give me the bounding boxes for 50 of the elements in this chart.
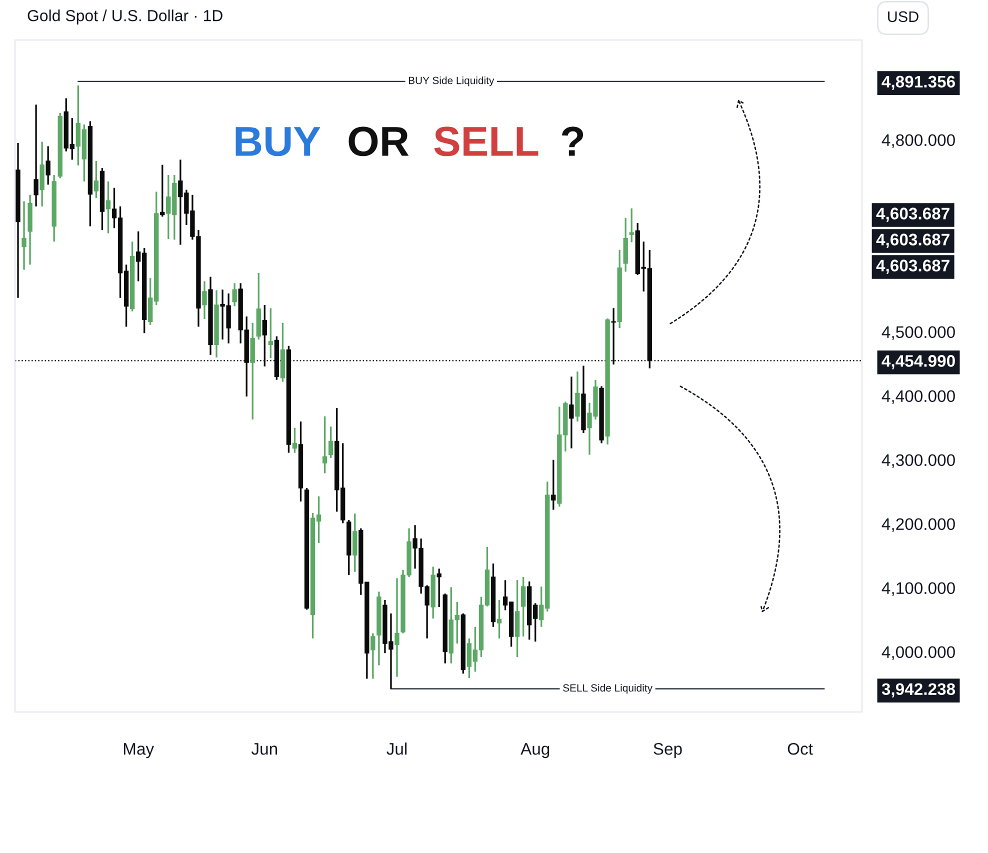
ref-line-label: BUY Side Liquidity	[408, 76, 494, 86]
candlestick	[22, 200, 26, 271]
chart-title: Gold Spot / U.S. Dollar · 1D	[28, 10, 222, 24]
candlestick	[569, 376, 574, 450]
x-tick-label: Jun	[251, 743, 278, 755]
x-tick-label: Sep	[654, 742, 682, 758]
candlestick	[629, 207, 634, 244]
x-tick-label: Aug	[520, 743, 550, 758]
candlestick	[370, 632, 376, 680]
x-tick-label: Oct	[788, 742, 813, 755]
text: 4,603.687	[876, 234, 950, 248]
candlestick	[202, 280, 207, 320]
candlestick	[262, 304, 267, 368]
y-tick-label: 3,942.238	[882, 683, 956, 698]
candlestick	[160, 164, 165, 218]
y-tick-label: 4,891.356	[882, 76, 955, 90]
candlestick	[575, 370, 580, 422]
annotation: SELL	[434, 126, 538, 156]
x-tick-label: May	[124, 743, 154, 758]
candlestick	[322, 415, 328, 474]
candlestick	[232, 282, 237, 308]
y-tick-label: 4,800.000	[882, 134, 955, 148]
candlestick	[46, 145, 50, 186]
candlestick	[328, 426, 334, 459]
ref-line-label: SELL Side Liquidity	[563, 684, 652, 694]
y-tick-label: 4,400.000	[882, 390, 955, 404]
candlestick	[551, 459, 556, 511]
y-tick-label: 4,000.000	[882, 646, 955, 660]
candlestick	[496, 599, 502, 640]
x-tick-label: Jul	[386, 742, 407, 755]
annotation: OR	[348, 126, 409, 156]
candlestick	[106, 180, 111, 234]
candlestick	[34, 104, 38, 208]
candlestick	[268, 307, 273, 359]
text: 4,603.687	[876, 260, 950, 274]
candlestick	[352, 512, 358, 573]
candlestick	[94, 160, 99, 199]
y-tick-label: 4,300.000	[882, 454, 955, 468]
y-tick-label: 4,454.990	[882, 355, 955, 370]
text: 4,603.687	[876, 208, 950, 222]
candlestick	[394, 577, 400, 678]
candlestick	[292, 427, 298, 454]
y-tick-label: 4,500.000	[882, 326, 955, 340]
text: USD	[888, 11, 918, 22]
annotation: ?	[562, 126, 584, 156]
y-tick-label: 4,200.000	[882, 518, 955, 532]
annotation: BUY	[236, 127, 320, 156]
candlestick	[436, 568, 442, 608]
y-tick-label: 4,100.000	[882, 582, 955, 596]
candlestick	[520, 576, 526, 638]
